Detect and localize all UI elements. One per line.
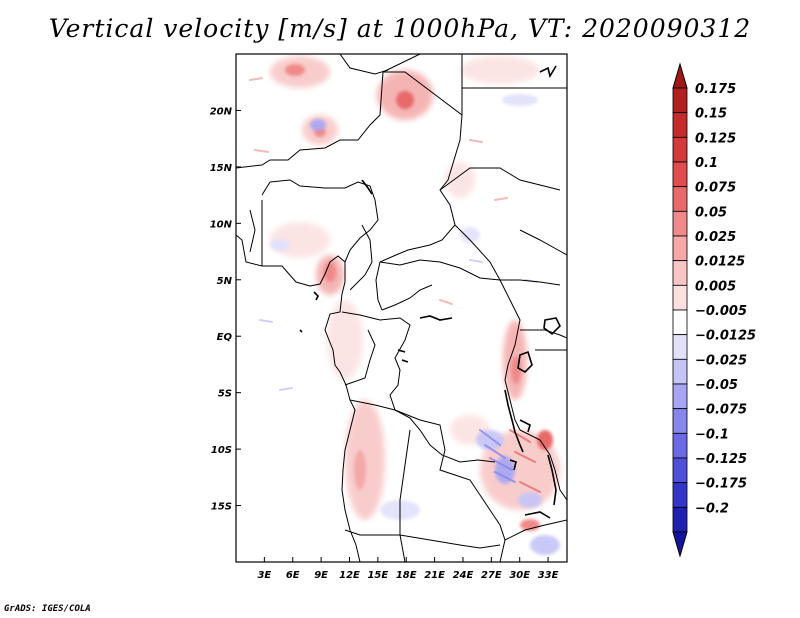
colorbar-swatch [672, 309, 688, 336]
colorbar-top-arrow [672, 62, 688, 89]
colorbar-swatch [672, 112, 688, 138]
colorbar-label: 0.005 [695, 279, 736, 294]
x-tick-label: 9E [314, 570, 328, 581]
colorbar-label: 0.15 [695, 107, 727, 122]
vertical-velocity-field [236, 54, 567, 562]
colorbar-label: 0.0125 [695, 255, 745, 270]
map-title: Vertical velocity [m/s] at 1000hPa, VT: … [48, 14, 752, 43]
colorbar-label: −0.125 [695, 452, 747, 467]
x-tick-label: 24E [453, 570, 474, 581]
colorbar-label: −0.175 [695, 477, 747, 492]
colorbar-label: −0.05 [695, 378, 738, 393]
colorbar-label: 0.05 [695, 205, 727, 220]
colorbar-swatch [672, 334, 688, 360]
colorbar-swatch [672, 506, 688, 533]
colorbar-swatch [672, 161, 688, 188]
colorbar-swatch [672, 136, 688, 163]
longitude-axis: 3E 6E 9E 12E 15E 18E 21E 24E 27E 30E 33E [257, 557, 559, 581]
colorbar-label: 0.075 [695, 181, 736, 196]
colorbar-swatch [672, 408, 688, 434]
colorbar-swatch [672, 87, 688, 114]
x-tick-label: 21E [424, 570, 445, 581]
y-tick-label: 5N [217, 276, 233, 287]
x-tick-label: 6E [286, 570, 300, 581]
y-tick-label: EQ [217, 332, 233, 343]
colorbar-swatch [672, 284, 688, 311]
colorbar-swatch [672, 482, 688, 508]
y-tick-label: 15N [210, 163, 233, 174]
colorbar-label: −0.2 [695, 501, 729, 516]
x-tick-label: 27E [481, 570, 502, 581]
map-frame-border [235, 53, 568, 563]
x-tick-label: 33E [538, 570, 559, 581]
x-tick-label: 12E [339, 570, 360, 581]
colorbar-label: 0.1 [695, 156, 718, 171]
colorbar-swatch [672, 186, 688, 212]
country-borders [236, 54, 567, 562]
colorbar-label: −0.1 [695, 427, 729, 442]
y-tick-label: 10N [210, 219, 233, 230]
colorbar-label: −0.005 [695, 304, 747, 319]
latitude-axis: 20N 15N 10N 5N EQ 5S 10S 15S [210, 106, 241, 513]
y-tick-label: 5S [218, 389, 232, 400]
colorbar-swatch [672, 235, 688, 262]
y-tick-label: 15S [211, 502, 232, 513]
colorbar-swatch [672, 260, 688, 286]
y-tick-label: 10S [211, 445, 232, 456]
colorbar-label: −0.075 [695, 403, 747, 418]
colorbar: 0.175 0.15 0.125 0.1 0.075 0.05 0.025 0.0125 0.0… [672, 62, 756, 558]
colorbar-swatch [672, 457, 688, 484]
colorbar-label: 0.125 [695, 131, 736, 146]
grads-credit: GrADS: IGES/COLA [4, 604, 91, 614]
x-tick-label: 18E [396, 570, 417, 581]
y-tick-label: 20N [210, 106, 233, 117]
colorbar-swatch [672, 210, 688, 237]
x-tick-label: 3E [257, 570, 271, 581]
x-tick-label: 30E [509, 570, 530, 581]
colorbar-bottom-arrow [672, 531, 688, 558]
colorbar-label: −0.0125 [695, 329, 756, 344]
colorbar-label: 0.025 [695, 230, 736, 245]
colorbar-swatch [672, 432, 688, 459]
colorbar-swatch [672, 358, 688, 385]
colorbar-swatch [672, 383, 688, 410]
colorbar-label: 0.175 [695, 82, 736, 97]
x-tick-label: 15E [367, 570, 388, 581]
colorbar-label: −0.025 [695, 353, 747, 368]
